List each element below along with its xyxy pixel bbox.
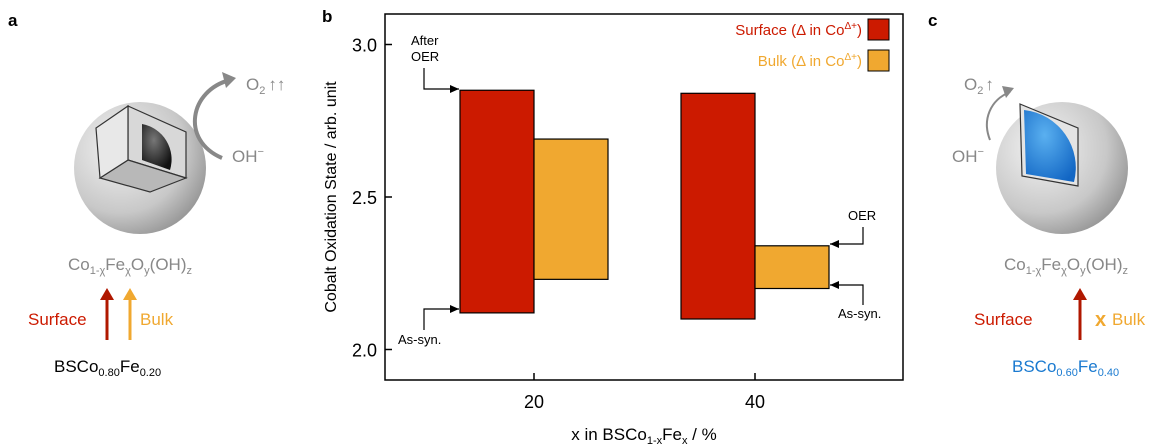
bars bbox=[459, 89, 830, 320]
annotation-as-syn-left: As-syn. bbox=[398, 332, 441, 347]
panel-a: a O2 ↑↑ OH− Co1-χFeχOy(OH)z Surface Bulk … bbox=[8, 11, 285, 379]
x-tick-label: 20 bbox=[524, 392, 544, 412]
x-tick-label: 40 bbox=[745, 392, 765, 412]
core-c bbox=[1024, 110, 1076, 182]
legend-surface-label: Surface (Δ in CoΔ+) bbox=[735, 21, 862, 39]
y-tick-label: 2.0 bbox=[352, 341, 377, 361]
core-a bbox=[142, 124, 172, 170]
y-tick-label: 2.5 bbox=[352, 188, 377, 208]
after-oer-arrow bbox=[423, 68, 459, 93]
cutout-side-a bbox=[95, 104, 129, 180]
panel-c-letter: c bbox=[928, 11, 937, 30]
as-syn-right-arrow bbox=[830, 281, 864, 305]
y-tick-label: 3.0 bbox=[352, 36, 377, 56]
oh-label-c: OH− bbox=[952, 146, 984, 166]
legend-bulk-swatch bbox=[867, 49, 890, 72]
bulk-bar-40 bbox=[754, 245, 830, 290]
shell-formula-c: Co1-χFeχOy(OH)z bbox=[1004, 255, 1128, 277]
surface-arrowhead-c bbox=[1073, 288, 1087, 300]
annotation-after: After bbox=[411, 33, 439, 48]
o2-label-a: O2 ↑↑ bbox=[246, 75, 285, 97]
x-axis-label: x in BSCo1-xFex / % bbox=[571, 425, 717, 446]
surface-bar-40 bbox=[680, 92, 756, 320]
panel-b-chart: b 2.02.53.0 20 40 Cobalt Oxidation State … bbox=[322, 7, 904, 446]
bulk-label-c: Bulk bbox=[1112, 310, 1146, 329]
annotation-as-syn-right: As-syn. bbox=[838, 306, 881, 321]
shell-formula-a: Co1-χFeχOy(OH)z bbox=[68, 255, 192, 277]
legend-bulk-label: Bulk (Δ in CoΔ+) bbox=[758, 52, 862, 70]
oh-label-a: OH− bbox=[232, 146, 264, 166]
curved-arrow-c bbox=[985, 91, 1011, 141]
panel-b-letter: b bbox=[322, 7, 332, 26]
legend: Surface (Δ in CoΔ+) Bulk (Δ in CoΔ+) bbox=[735, 18, 890, 72]
legend-surface-swatch bbox=[867, 18, 890, 41]
annotations: After OER As-syn. OER As-syn. bbox=[398, 33, 881, 347]
o2-label-c: O2 ↑ bbox=[964, 75, 994, 97]
surface-label-a: Surface bbox=[28, 310, 87, 329]
panel-a-letter: a bbox=[8, 11, 18, 30]
curved-arrowhead-c bbox=[1002, 86, 1014, 98]
y-axis-label: Cobalt Oxidation State / arb. unit bbox=[323, 81, 340, 313]
bulk-label-a: Bulk bbox=[140, 310, 174, 329]
surface-label-c: Surface bbox=[974, 310, 1033, 329]
bulk-arrowhead-a bbox=[123, 288, 137, 300]
panel-c: c O2 ↑ OH− Co1-χFeχOy(OH)z Surface x Bulk… bbox=[928, 11, 1146, 379]
as-syn-left-arrow bbox=[423, 305, 459, 330]
annotation-oer-right: OER bbox=[848, 208, 876, 223]
compound-c: BSCo0.60Fe0.40 bbox=[1012, 357, 1119, 379]
surface-bar-20 bbox=[459, 89, 535, 314]
bulk-bar-20 bbox=[533, 138, 609, 280]
x-axis: 20 40 bbox=[524, 373, 765, 412]
curved-arrowhead-a bbox=[222, 72, 236, 88]
y-axis: 2.0 2.5 3.0 bbox=[352, 36, 392, 361]
cross-mark-c: x bbox=[1095, 309, 1106, 331]
annotation-after-oer: OER bbox=[411, 49, 439, 64]
oer-right-arrow bbox=[830, 227, 864, 248]
surface-arrowhead-a bbox=[100, 288, 114, 300]
curved-arrow-a bbox=[192, 78, 231, 160]
compound-a: BSCo0.80Fe0.20 bbox=[54, 357, 161, 379]
